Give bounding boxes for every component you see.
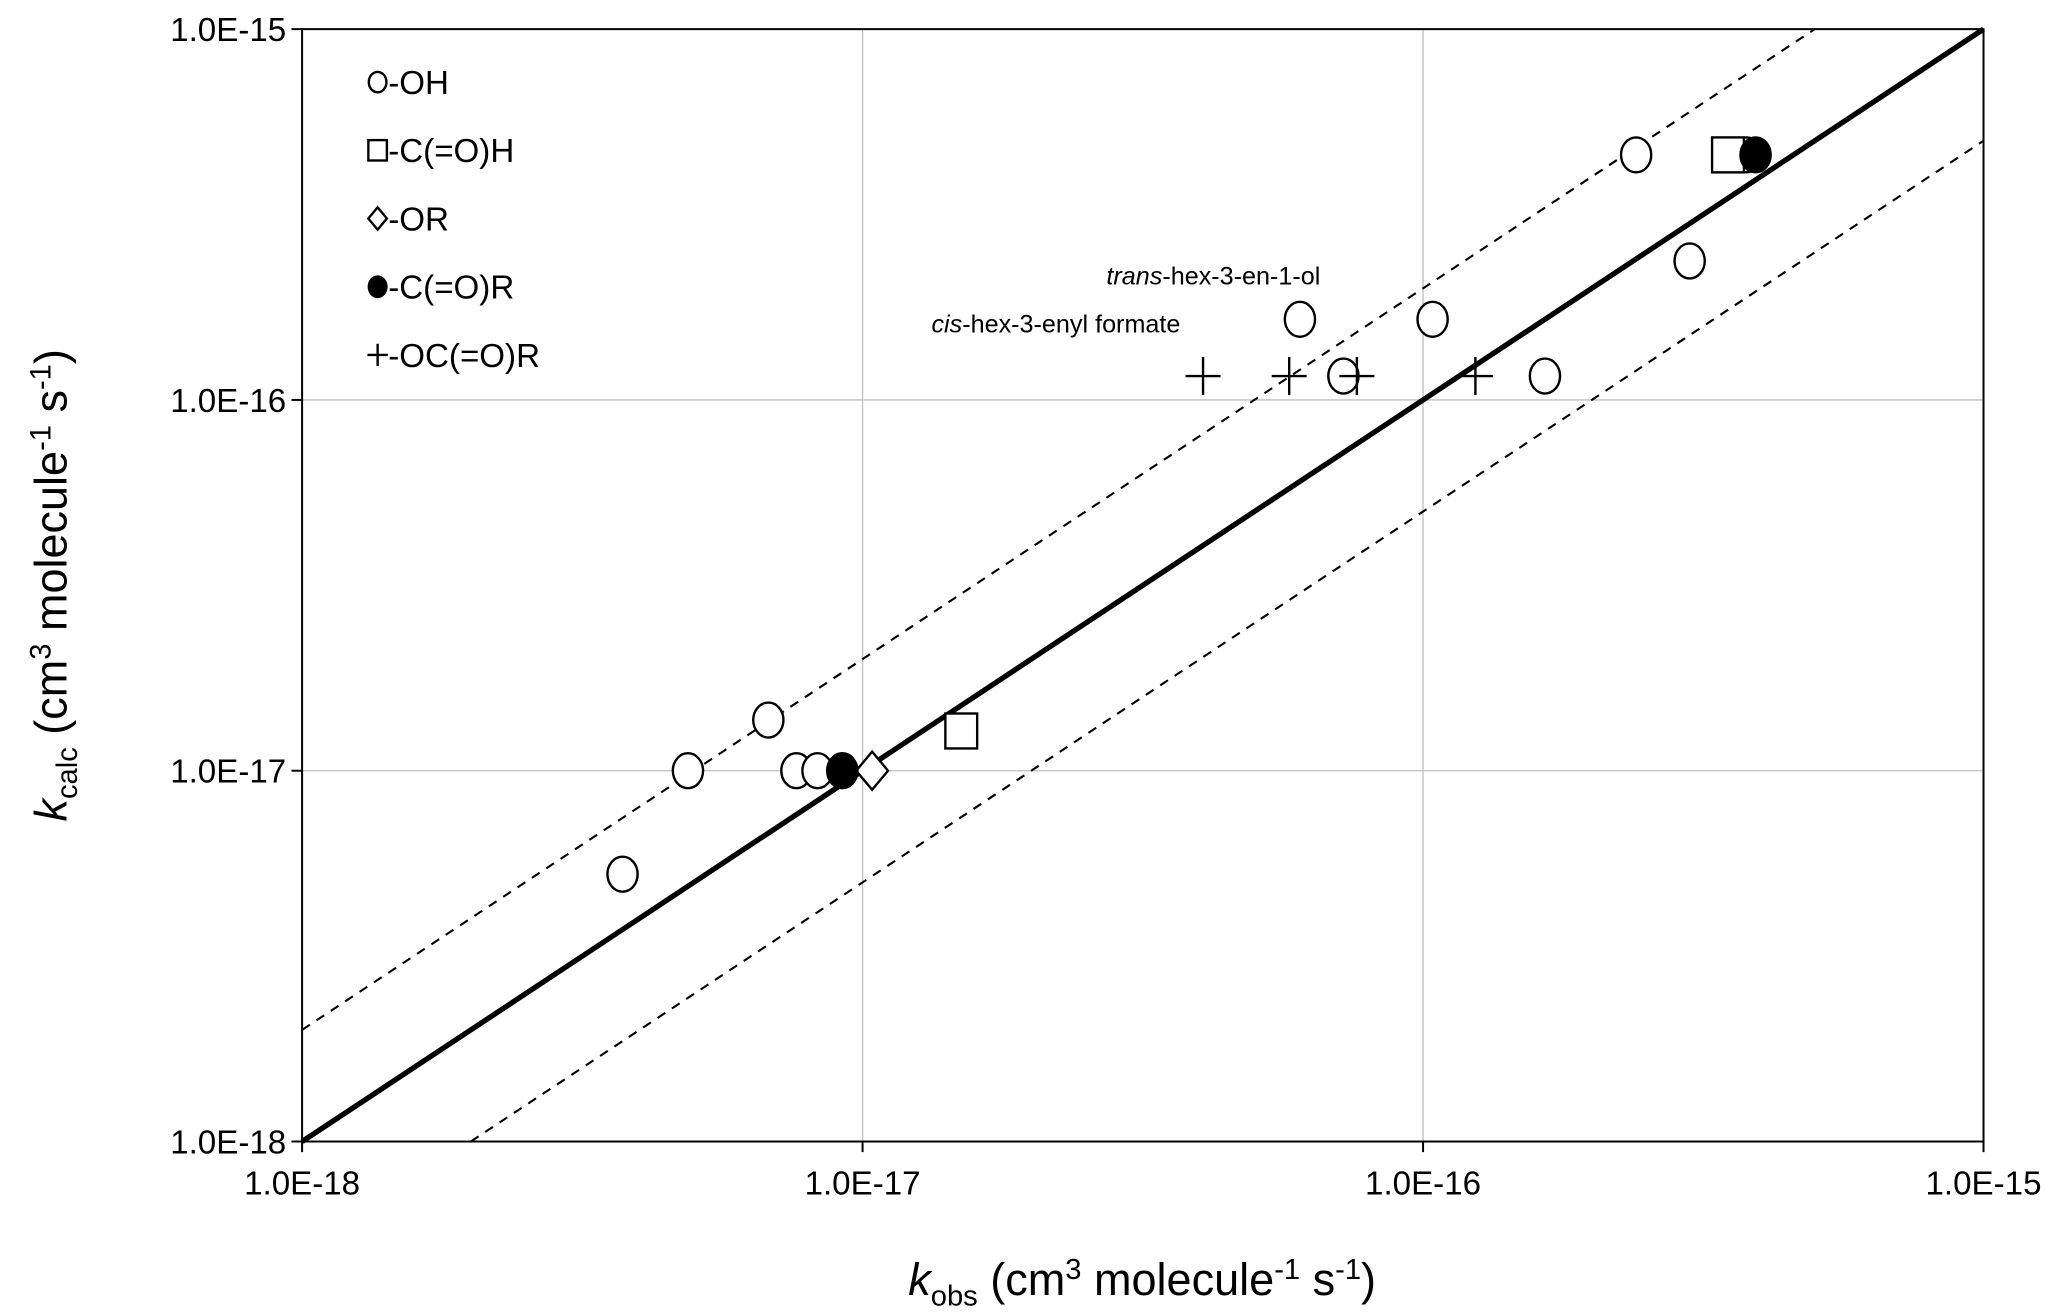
legend-label: -OR xyxy=(388,201,449,238)
open-circle-marker xyxy=(1283,300,1317,338)
plus-marker xyxy=(1185,356,1221,396)
plus-marker xyxy=(1271,356,1307,396)
open-square-marker xyxy=(367,138,389,162)
x-tick-label: 1.0E-15 xyxy=(1926,1165,2042,1202)
open-circle-marker xyxy=(671,752,705,790)
open-square-marker xyxy=(1710,136,1746,174)
open-circle-marker xyxy=(1619,136,1653,174)
y-tick-label: 1.0E-15 xyxy=(170,12,286,49)
filled-circle-marker xyxy=(825,752,859,790)
open-circle-marker xyxy=(1416,300,1449,338)
legend-item: -OC(=O)R xyxy=(367,338,540,375)
y-axis-label: kcalc (cm3 molecule-1 s-1) xyxy=(25,349,84,821)
open-circle-marker xyxy=(1673,242,1706,280)
filled-circle-marker xyxy=(1739,136,1772,174)
legend: -OH -C(=O)H -OR -C(=O)R -OC(=O)R xyxy=(366,65,540,375)
legend-item: -OR xyxy=(366,201,449,238)
annotation-cis: cis-hex-3-enyl formate xyxy=(931,310,1180,338)
y-tick-label: 1.0E-16 xyxy=(170,383,286,420)
reference-lines xyxy=(300,26,1985,1144)
y-tick-label: 1.0E-18 xyxy=(170,1124,286,1161)
open-circle-marker xyxy=(367,70,388,94)
open-square-marker xyxy=(944,712,979,750)
legend-label: -OC(=O)R xyxy=(388,338,540,375)
open-diamond-marker xyxy=(366,205,389,232)
open-diamond-marker xyxy=(854,749,890,792)
legend-label: -C(=O)H xyxy=(388,133,514,170)
annotation-trans: trans-hex-3-en-1-ol xyxy=(1106,263,1320,291)
data-points xyxy=(606,136,1772,893)
y-tick-label: 1.0E-17 xyxy=(170,754,286,791)
filled-circle-marker xyxy=(367,275,388,299)
x-tick-label: 1.0E-16 xyxy=(1365,1165,1481,1202)
plot-frame xyxy=(301,28,1985,1143)
legend-item: -C(=O)H xyxy=(367,133,514,170)
open-circle-marker xyxy=(1528,357,1562,395)
plus-marker xyxy=(1457,356,1493,396)
open-circle-marker xyxy=(606,855,639,893)
x-axis-label: kobs (cm3 molecule-1 s-1) xyxy=(908,1254,1376,1313)
plus-marker xyxy=(1339,356,1375,396)
legend-label: -OH xyxy=(388,65,449,102)
legend-label: -C(=O)R xyxy=(388,270,514,307)
legend-item: -C(=O)R xyxy=(367,270,514,307)
reference-line-2-to-1 xyxy=(301,28,1816,1031)
x-tick-label: 1.0E-18 xyxy=(244,1165,360,1202)
x-tick-label: 1.0E-17 xyxy=(805,1165,921,1202)
reference-line-1-to-2 xyxy=(470,139,1985,1143)
open-circle-marker xyxy=(752,701,785,739)
plus-marker xyxy=(367,343,388,367)
reference-line-1-to-1 xyxy=(300,26,1985,1144)
tick-labels: 1.0E-18 1.0E-17 1.0E-16 1.0E-15 1.0E-18 1.0E-… xyxy=(170,12,2041,1202)
legend-item: -OH xyxy=(367,65,449,102)
